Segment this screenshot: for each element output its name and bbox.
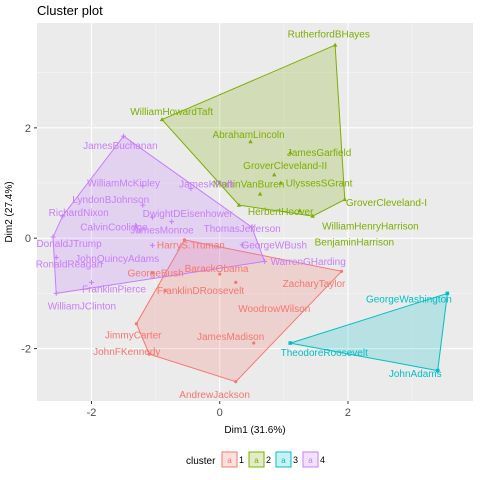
point-JimmyCarter — [135, 322, 138, 325]
point-label-WilliamMcKinley: WilliamMcKinley — [87, 179, 160, 190]
point-label-AndrewJackson: AndrewJackson — [179, 390, 250, 401]
point-label-GroverCleveland-II: GroverCleveland-II — [243, 161, 327, 172]
point-AndrewJackson — [234, 380, 237, 383]
point-label-DwightDEisenhower: DwightDEisenhower — [143, 209, 234, 220]
point-label-GroverCleveland-I: GroverCleveland-I — [346, 198, 427, 209]
x-axis-ticks: -2 0 2 — [87, 401, 351, 419]
point-label-GeorgeBush: GeorgeBush — [128, 268, 184, 279]
x-tick-label: 2 — [345, 407, 351, 419]
legend-label-4: 4 — [320, 455, 325, 465]
legend-label-3: 3 — [293, 455, 298, 465]
y-axis-ticks: -2 0 2 — [21, 123, 37, 356]
point-label-WilliamJClinton: WilliamJClinton — [48, 302, 116, 313]
legend-label-1: 1 — [239, 455, 244, 465]
point-label-JamesMadison: JamesMadison — [197, 332, 264, 343]
point-label-BarackObama: BarackObama — [185, 264, 249, 275]
point-label-JamesBuchanan: JamesBuchanan — [83, 141, 158, 152]
point-label-TheodoreRoosevelt: TheodoreRoosevelt — [281, 348, 368, 359]
point-label-JamesKPolk: JamesKPolk — [179, 180, 236, 191]
chart-title: Cluster plot — [37, 3, 103, 18]
point-label-RonaldReagan: RonaldReagan — [36, 260, 103, 271]
legend-key-glyph-2: a — [254, 456, 259, 465]
point-label-BenjaminHarrison: BenjaminHarrison — [315, 238, 394, 249]
point-label-LyndonBJohnson: LyndonBJohnson — [72, 195, 149, 206]
point-label-AbrahamLincoln: AbrahamLincoln — [212, 130, 284, 141]
legend-title: cluster — [186, 456, 216, 467]
point-label-HerbertHoover: HerbertHoover — [248, 207, 314, 218]
y-tick-label: 2 — [25, 123, 31, 135]
point-label-WoodrowWilson: WoodrowWilson — [238, 304, 310, 315]
legend: cluster a1a2a3a4 — [186, 452, 325, 467]
legend-key-glyph-1: a — [227, 456, 232, 465]
point-ZacharyTaylor — [340, 270, 343, 273]
x-axis-label: Dim1 (31.6%) — [224, 425, 285, 436]
point-label-UlyssesSGrant: UlyssesSGrant — [286, 179, 353, 190]
point-label-FranklinPierce: FranklinPierce — [82, 284, 146, 295]
point-label-RichardNixon: RichardNixon — [49, 208, 109, 219]
point-label-JohnAdams: JohnAdams — [389, 369, 442, 380]
y-axis-label: Dim2 (27.4%) — [4, 181, 15, 242]
point-label-WilliamHowardTaft: WilliamHowardTaft — [130, 107, 213, 118]
legend-label-2: 2 — [266, 455, 271, 465]
point-label-RutherfordBHayes: RutherfordBHayes — [288, 30, 370, 41]
point-label-JamesMonroe: JamesMonroe — [130, 225, 194, 236]
x-tick-label: 0 — [217, 407, 223, 419]
y-tick-label: 0 — [25, 233, 31, 245]
point-TheodoreRoosevelt — [288, 341, 292, 345]
point-label-ZacharyTaylor: ZacharyTaylor — [283, 279, 346, 290]
point-label-DonaldJTrump: DonaldJTrump — [36, 239, 102, 250]
point-label-HarryS.Truman: HarryS.Truman — [157, 240, 225, 251]
y-tick-label: -2 — [21, 344, 31, 356]
point-label-JamesGarfield: JamesGarfield — [287, 148, 351, 159]
point-WoodrowWilson — [234, 281, 237, 284]
legend-key-glyph-4: a — [308, 456, 313, 465]
point-label-GeorgeWashington: GeorgeWashington — [366, 294, 452, 305]
point-label-JohnFKennedy: JohnFKennedy — [93, 347, 160, 358]
point-label-GeorgeWBush: GeorgeWBush — [241, 240, 307, 251]
point-label-FranklinDRoosevelt: FranklinDRoosevelt — [157, 286, 244, 297]
point-label-WilliamHenryHarrison: WilliamHenryHarrison — [322, 222, 419, 233]
point-label-ThomasJefferson: ThomasJefferson — [204, 224, 281, 235]
legend-key-glyph-3: a — [281, 456, 286, 465]
x-tick-label: -2 — [87, 407, 97, 419]
point-label-WarrenGHarding: WarrenGHarding — [271, 257, 346, 268]
point-label-JimmyCarter: JimmyCarter — [105, 330, 162, 341]
